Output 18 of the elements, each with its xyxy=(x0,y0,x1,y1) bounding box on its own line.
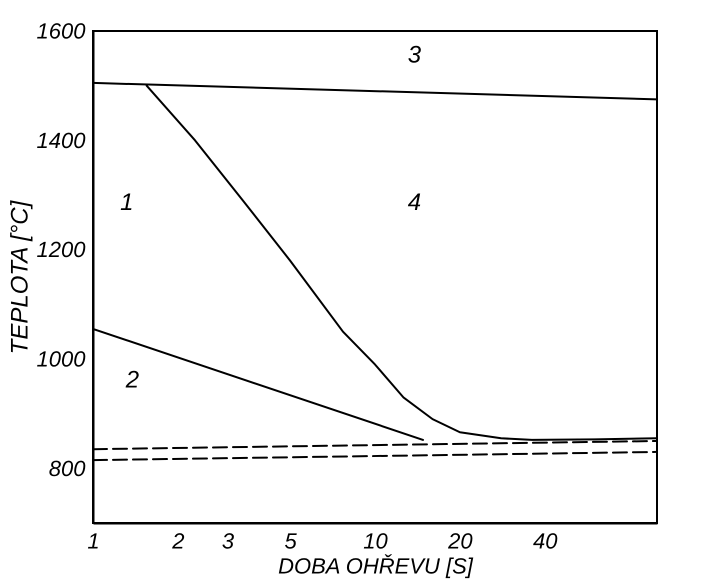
y-axis-title: TEPLOTA [°C] xyxy=(6,199,34,354)
x-tick-label: 5 xyxy=(284,528,298,554)
x-tick-label: 40 xyxy=(533,528,558,554)
x-tick-label: 10 xyxy=(363,528,388,554)
annotation: 3 xyxy=(408,42,422,69)
y-tick-label: 1200 xyxy=(36,237,86,262)
y-tick-label: 800 xyxy=(48,456,86,481)
x-tick-label: 20 xyxy=(447,528,474,554)
annotation: 4 xyxy=(408,189,422,216)
annotation: 1 xyxy=(120,189,134,216)
x-tick-label: 2 xyxy=(171,528,185,554)
x-tick-label: 1 xyxy=(87,528,100,554)
annotation: 2 xyxy=(124,366,140,394)
y-tick-label: 1000 xyxy=(36,346,86,372)
x-tick-label: 3 xyxy=(222,528,235,554)
y-tick-label: 1400 xyxy=(36,128,86,153)
x-axis-title: DOBA OHŘEVU [S] xyxy=(278,554,474,578)
y-tick-label: 1600 xyxy=(36,18,86,44)
